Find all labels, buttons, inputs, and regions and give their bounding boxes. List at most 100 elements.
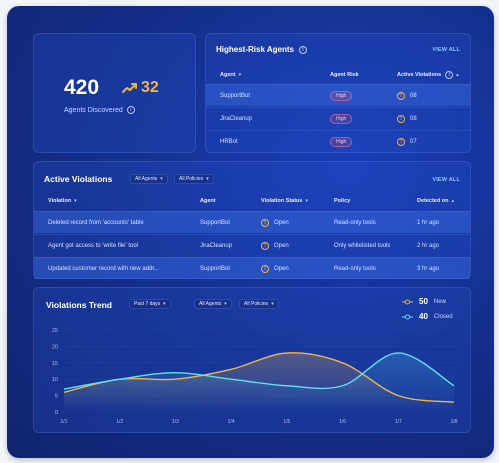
policy-text: Read-only tools [334,265,376,272]
chevron-down-icon: ▾ [224,301,227,307]
x-tick-label: 1/4 [228,419,235,425]
col-active-violations[interactable]: Active Violations i ▴ [397,71,459,79]
col-agent-risk[interactable]: Agent Risk [330,72,359,78]
violation-count: 08 [410,92,417,99]
y-tick-label: 10 [52,377,58,383]
risk-agent-row[interactable]: HRBot High ! 07 [206,130,470,152]
legend-item-closed: 40 Closed [402,310,472,323]
agents-summary-card: 420 32 Agents Discovered i [33,33,196,153]
violations-view-all-link[interactable]: VIEW ALL [432,177,460,183]
active-violations-card: Active Violations All Agents ▾ All Polici… [33,161,471,279]
x-tick-label: 1/6 [339,419,346,425]
risk-agents-header: Agent ▾ Agent Risk Active Violations i ▴ [206,68,470,82]
legend-value: 40 [419,312,428,321]
detected-time: 3 hr ago [417,265,440,272]
warning-icon: ! [397,91,405,100]
violation-row[interactable]: Agent got access to 'write file' tool Ji… [34,234,470,256]
legend-line-icon [402,299,413,304]
risk-agents-view-all-link[interactable]: VIEW ALL [432,47,460,53]
chevron-up-icon: ▴ [451,198,454,204]
legend-label: Closed [433,313,453,320]
agents-label: Agents Discovered [64,106,123,114]
violation-text: Updated customer record with new addr... [48,265,160,272]
col-agent[interactable]: Agent [200,198,216,204]
chevron-down-icon: ▾ [74,198,77,204]
risk-badge: High [330,136,353,147]
violation-row[interactable]: Deleted record from 'accounts' table Sup… [34,211,470,233]
trend-title: Violations Trend [46,300,112,310]
col-violation-status[interactable]: Violation Status ▾ [261,198,308,204]
trend-indicator: 32 [122,79,159,97]
legend-value: 50 [419,297,428,306]
agents-label-row: Agents Discovered i [64,106,135,114]
policy-text: Read-only tools [334,219,376,226]
x-tick-label: 1/1 [61,419,68,425]
policies-filter-select[interactable]: All Policies ▾ [174,174,214,184]
legend-label: New [433,298,446,305]
risk-agents-title: Highest-Risk Agents [216,45,294,54]
trend-agents-filter-select[interactable]: All Agents ▾ [194,299,232,309]
agent-name: SupportBot [200,265,231,272]
chevron-down-icon: ▾ [160,176,163,182]
agent-name: HRBot [220,138,238,145]
y-tick-label: 25 [52,328,58,334]
violations-trend-chart: 0 5 10 15 20 25 1/1 1/2 1/3 1/4 1/5 1/6 1/7 1/8 [52,328,458,425]
warning-icon: ! [261,241,269,250]
agent-name: JiraCleanup [220,115,253,122]
info-icon[interactable]: i [298,45,307,54]
violations-header: Violation ▾ Agent Violation Status ▾ Polic… [34,193,470,209]
violation-text: Deleted record from 'accounts' table [48,219,144,226]
chevron-down-icon: ▾ [238,72,242,78]
agent-name: SupportBot [200,219,231,226]
policy-text: Only whitelisted tools [334,242,391,249]
legend-item-new: 50 New [402,295,472,308]
agent-name: SupportBot [220,92,251,99]
col-detected-on[interactable]: Detected on ▴ [417,198,454,204]
agents-count: 420 [64,76,100,99]
agents-filter-select[interactable]: All Agents ▾ [130,174,168,184]
dashboard-window: 420 32 Agents Discovered i Highest-Risk … [7,6,494,458]
risk-badge: High [330,90,353,101]
risk-badge: High [330,113,353,124]
y-tick-label: 0 [55,410,58,416]
status-text: Open [274,219,289,226]
chevron-down-icon: ▾ [271,301,274,307]
status-text: Open [274,265,289,272]
trend-value: 32 [141,79,159,96]
chevron-down-icon: ▾ [206,176,209,182]
y-tick-label: 5 [55,394,58,400]
x-tick-label: 1/5 [283,419,290,425]
chevron-down-icon: ▾ [305,198,308,204]
risk-agents-title-row: Highest-Risk Agents i [216,45,307,54]
x-tick-label: 1/2 [116,419,123,425]
violation-count: 07 [410,138,417,145]
violation-row[interactable]: Updated customer record with new addr...… [34,257,470,279]
violation-text: Agent got access to 'write file' tool [48,242,139,249]
info-icon[interactable]: i [126,106,135,114]
period-select[interactable]: Past 7 days ▾ [129,299,171,309]
x-tick-label: 1/3 [172,419,179,425]
status-text: Open [274,242,289,249]
series-area-closed [64,352,454,412]
col-policy[interactable]: Policy [334,198,351,204]
warning-icon: ! [397,114,405,123]
violations-trend-card: Violations Trend Past 7 days ▾ All Agents… [33,287,471,433]
col-agent[interactable]: Agent ▾ [220,72,242,78]
detected-time: 1 hr ago [417,219,440,226]
chevron-down-icon: ▾ [163,301,166,307]
legend-line-icon [402,314,413,319]
y-tick-label: 20 [52,344,58,350]
risk-agent-row[interactable]: SupportBot High ! 08 [206,84,470,106]
series-line-closed [63,352,455,390]
x-tick-label: 1/8 [451,419,458,425]
agent-name: JiraCleanup [200,242,233,249]
risk-agent-row[interactable]: JiraCleanup High ! 08 [206,107,470,129]
warning-icon: ! [397,137,405,146]
col-violation[interactable]: Violation ▾ [48,198,77,204]
highest-risk-agents-card: Highest-Risk Agents i VIEW ALL Agent ▾ Ag… [205,33,471,153]
detected-time: 2 hr ago [417,242,440,249]
warning-icon: ! [261,218,269,227]
violation-count: 08 [410,115,417,122]
trend-policies-filter-select[interactable]: All Policies ▾ [239,299,279,309]
warning-icon: ! [261,264,269,273]
